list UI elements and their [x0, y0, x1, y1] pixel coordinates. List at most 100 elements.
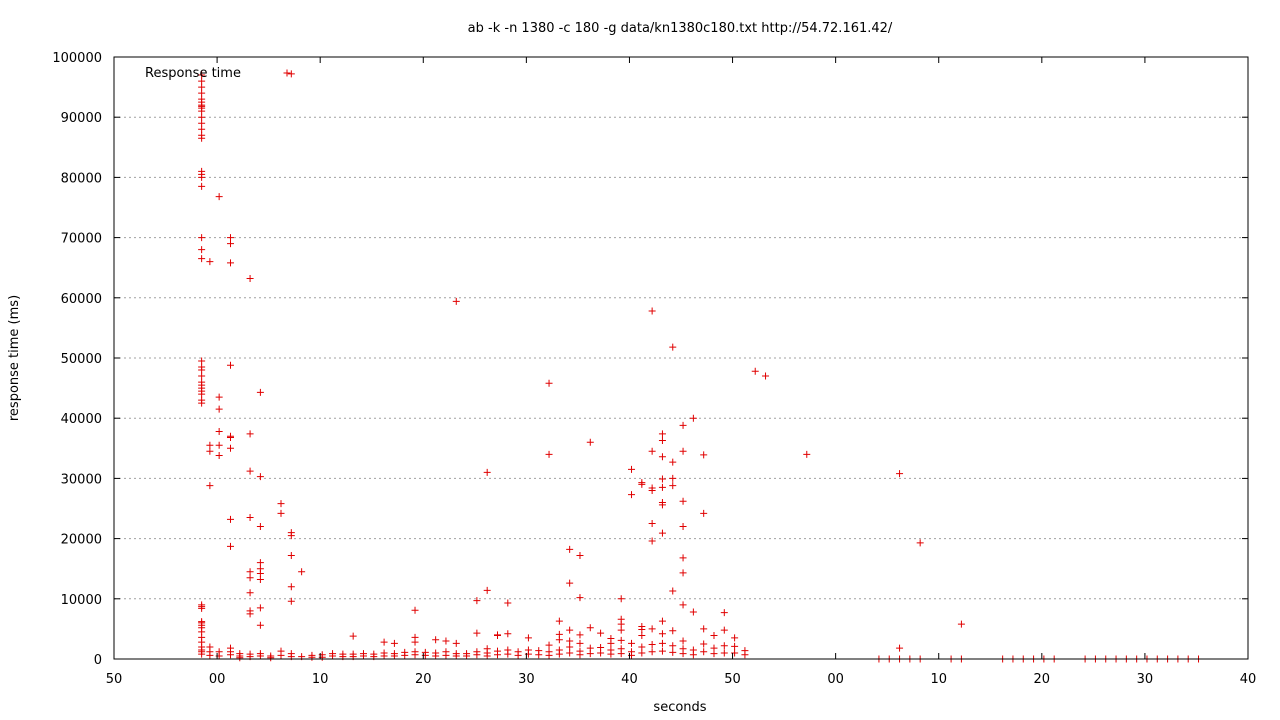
data-point [597, 629, 605, 637]
data-point [700, 451, 708, 459]
data-point [287, 532, 295, 540]
data-point [298, 568, 306, 576]
y-axis: 0 10000 20000 30000 40000 50000 60000 70000 8000… [52, 51, 1248, 668]
data-point [277, 651, 285, 659]
data-point [287, 583, 295, 591]
data-point [277, 509, 285, 517]
y-tick-label: 50000 [61, 352, 102, 367]
data-point [576, 651, 584, 659]
data-point [658, 617, 666, 625]
data-point [586, 438, 594, 446]
data-point [669, 587, 677, 595]
data-point [215, 193, 223, 201]
data-point [669, 482, 677, 490]
data-point [226, 361, 234, 369]
data-point [198, 89, 206, 97]
data-point [198, 71, 206, 79]
data-point [504, 630, 512, 638]
data-point [349, 632, 357, 640]
data-point [390, 652, 398, 660]
data-point [359, 652, 367, 660]
data-point [658, 630, 666, 638]
data-point [545, 651, 553, 659]
data-point [287, 551, 295, 559]
data-point [617, 650, 625, 658]
data-point [689, 608, 697, 616]
data-point [658, 501, 666, 509]
data-point [401, 651, 409, 659]
data-point [720, 642, 728, 650]
data-point [679, 447, 687, 455]
data-point [669, 343, 677, 351]
data-point [576, 594, 584, 602]
y-tick-label: 100000 [52, 51, 102, 66]
data-point [256, 621, 264, 629]
data-point [648, 648, 656, 656]
data-point [576, 639, 584, 647]
data-point [236, 654, 244, 662]
data-point [617, 626, 625, 634]
data-point [198, 234, 206, 242]
data-point [720, 609, 728, 617]
data-point [504, 650, 512, 658]
data-point [566, 643, 574, 651]
data-point [597, 649, 605, 657]
data-point [617, 620, 625, 628]
data-point [566, 649, 574, 657]
data-point [658, 436, 666, 444]
data-point [442, 637, 450, 645]
data-point [198, 77, 206, 85]
data-point [658, 483, 666, 491]
data-point [432, 652, 440, 660]
y-tick-label: 60000 [61, 292, 102, 307]
data-point [566, 579, 574, 587]
data-point [916, 539, 924, 547]
data-point [256, 559, 264, 567]
y-tick-label: 90000 [61, 111, 102, 126]
x-tick-label: 10 [312, 672, 329, 687]
data-point [226, 433, 234, 441]
data-point [329, 652, 337, 660]
data-point [246, 275, 254, 283]
data-point [669, 642, 677, 650]
data-point [206, 441, 214, 449]
data-point [535, 651, 543, 659]
data-point [803, 450, 811, 458]
data-point [198, 399, 206, 407]
data-point [628, 465, 636, 473]
data-point [215, 405, 223, 413]
data-point [648, 447, 656, 455]
data-point [648, 307, 656, 315]
data-point [638, 643, 646, 651]
data-point [638, 632, 646, 640]
data-point [473, 597, 481, 605]
data-point [215, 441, 223, 449]
data-point [308, 653, 316, 661]
y-axis-label: response time (ms) [7, 295, 22, 421]
data-point [555, 650, 563, 658]
y-tick-label: 70000 [61, 232, 102, 247]
data-point [198, 357, 206, 365]
data-point [246, 568, 254, 576]
data-point [246, 589, 254, 597]
data-point [198, 182, 206, 190]
data-point [679, 523, 687, 531]
data-point [246, 430, 254, 438]
data-point [226, 240, 234, 248]
data-point [267, 654, 275, 662]
data-point [411, 638, 419, 646]
x-tick-label: 00 [827, 672, 844, 687]
y-tick-label: 40000 [61, 412, 102, 427]
data-point [198, 246, 206, 254]
data-point [658, 647, 666, 655]
data-point [586, 650, 594, 658]
data-point [524, 634, 532, 642]
data-point [256, 570, 264, 578]
x-tick-label: 50 [106, 672, 123, 687]
data-point [617, 636, 625, 644]
data-point [896, 470, 904, 478]
x-axis-label: seconds [653, 700, 706, 715]
data-point [679, 497, 687, 505]
x-tick-label: 50 [724, 672, 741, 687]
data-point [710, 632, 718, 640]
